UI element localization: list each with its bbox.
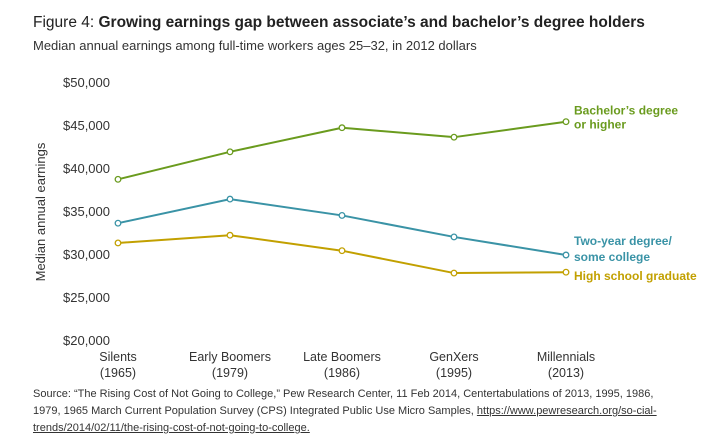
data-point-bachelors [562,118,570,126]
series-label-high-school: High school graduate [574,269,697,283]
x-tick-label: Millennials [537,350,595,364]
x-tick-label: Early Boomers [189,350,271,364]
data-point-two-year [562,251,570,259]
data-point-bachelors [338,124,346,132]
series-label-two-year: Two-year degree/ [574,234,672,248]
series-label-bachelors: Bachelor’s degree [574,104,678,118]
line-chart: $20,000 $25,000 $30,000 $35,000 $40,000 $45,0… [33,75,697,380]
y-axis-label: Median annual earnings [33,142,48,281]
data-point-bachelors [114,175,122,183]
x-tick-year: (2013) [548,366,584,380]
y-tick-label: $25,000 [63,290,110,305]
x-tick-label: Late Boomers [303,350,381,364]
data-point-two-year [226,195,234,203]
series-label-bachelors: or higher [574,118,626,132]
y-tick-label: $30,000 [63,247,110,262]
x-tick-year: (1986) [324,366,360,380]
x-tick-label: GenXers [429,350,478,364]
data-point-high-school [114,239,122,247]
figure-title-text: Growing earnings gap between associate’s… [98,14,645,31]
data-point-two-year [338,211,346,219]
series-line-two-year [117,198,567,256]
source-note: Source: “The Rising Cost of Not Going to… [33,386,673,437]
data-point-high-school [226,231,234,239]
y-tick-label: $35,000 [63,204,110,219]
y-tick-label: $20,000 [63,333,110,348]
series-label-two-year: some college [574,250,650,264]
y-tick-label: $40,000 [63,161,110,176]
data-point-high-school [450,269,458,277]
source-link[interactable]: https://www.pewresearch.org/so-cial-tren… [33,405,657,434]
y-tick-label: $45,000 [63,118,110,133]
x-tick-year: (1965) [100,366,136,380]
figure-label: Figure 4: [33,14,95,31]
x-tick-label: Silents [99,350,137,364]
data-point-high-school [562,268,570,276]
data-point-bachelors [450,133,458,141]
x-tick-year: (1979) [212,366,248,380]
figure-subtitle: Median annual earnings among full-time w… [33,38,477,53]
data-point-high-school [338,247,346,255]
source-text: Source: “The Rising Cost of Not Going to… [33,388,654,417]
y-tick-label: $50,000 [63,75,110,90]
x-tick-year: (1995) [436,366,472,380]
data-point-bachelors [226,148,234,156]
figure-title: Figure 4: Growing earnings gap between a… [33,14,645,32]
data-point-two-year [114,219,122,227]
data-point-two-year [450,233,458,241]
